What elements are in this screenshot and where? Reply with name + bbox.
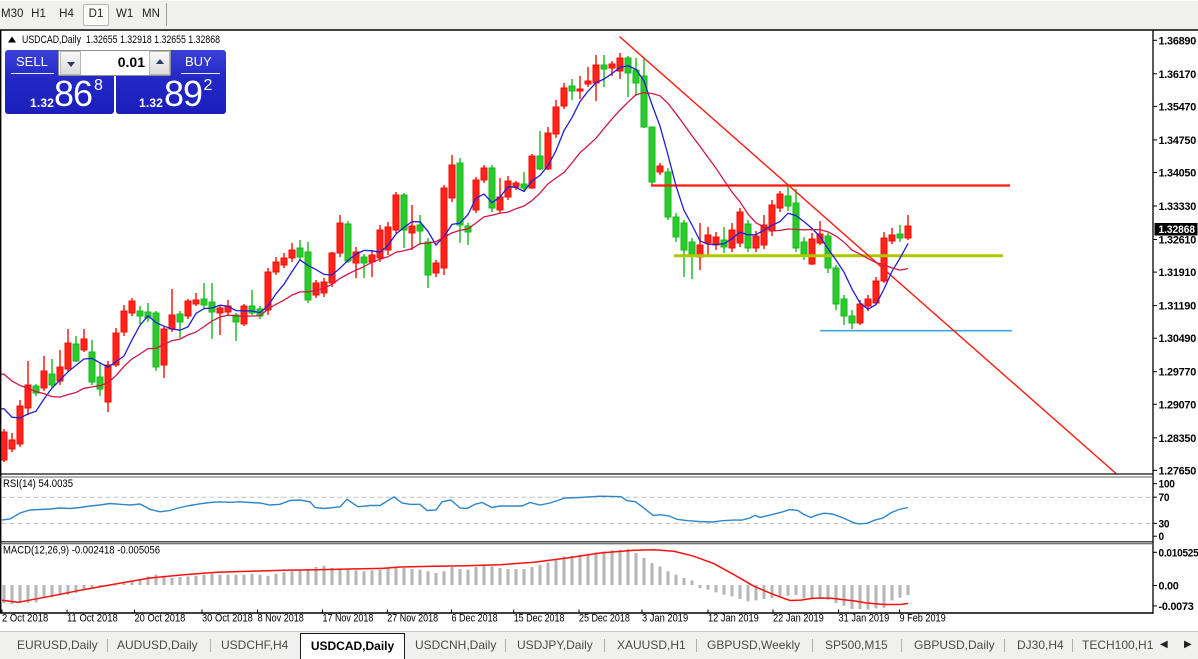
svg-text:11 Oct 2018: 11 Oct 2018 [67, 613, 118, 625]
svg-text:1.32868: 1.32868 [1159, 224, 1196, 236]
svg-text:0: 0 [1159, 531, 1165, 543]
svg-text:30: 30 [1159, 519, 1170, 531]
svg-text:USDCAD,Daily 1.32655 1.32918: USDCAD,Daily 1.32655 1.32918 1.32655 1.3… [22, 34, 220, 46]
svg-text:1.30490: 1.30490 [1159, 333, 1197, 345]
svg-text:8 Nov 2018: 8 Nov 2018 [258, 613, 304, 625]
svg-text:0.00: 0.00 [1159, 581, 1179, 593]
svg-text:MACD(12,26,9) -0.002418 -0.005: MACD(12,26,9) -0.002418 -0.005056 [3, 545, 160, 557]
svg-text:1.29770: 1.29770 [1159, 367, 1197, 379]
svg-text:1.33330: 1.33330 [1159, 201, 1197, 213]
svg-text:1.29070: 1.29070 [1159, 399, 1197, 411]
svg-text:1.35470: 1.35470 [1159, 101, 1197, 113]
svg-text:1.31190: 1.31190 [1159, 301, 1197, 313]
svg-text:1.31910: 1.31910 [1159, 267, 1197, 279]
svg-text:25 Dec 2018: 25 Dec 2018 [579, 613, 630, 625]
svg-text:1.27650: 1.27650 [1159, 465, 1197, 477]
svg-text:1.32610: 1.32610 [1159, 235, 1197, 247]
svg-text:2 Oct 2018: 2 Oct 2018 [2, 613, 48, 625]
svg-text:6 Dec 2018: 6 Dec 2018 [452, 613, 498, 625]
svg-text:1.36170: 1.36170 [1159, 69, 1197, 81]
svg-text:0.010525: 0.010525 [1159, 547, 1198, 559]
svg-text:9 Feb 2019: 9 Feb 2019 [900, 613, 946, 625]
svg-text:3 Jan 2019: 3 Jan 2019 [642, 613, 688, 625]
svg-text:-0.0073: -0.0073 [1159, 601, 1194, 613]
svg-text:100: 100 [1159, 479, 1175, 491]
svg-text:1.34050: 1.34050 [1159, 168, 1197, 180]
svg-text:RSI(14) 54.0035: RSI(14) 54.0035 [3, 478, 73, 490]
svg-text:12 Jan 2019: 12 Jan 2019 [708, 613, 759, 625]
svg-text:22 Jan 2019: 22 Jan 2019 [773, 613, 824, 625]
svg-text:70: 70 [1159, 492, 1170, 504]
svg-text:1.28350: 1.28350 [1159, 433, 1197, 445]
svg-text:17 Nov 2018: 17 Nov 2018 [323, 613, 374, 625]
svg-text:1.36890: 1.36890 [1159, 35, 1197, 47]
svg-text:27 Nov 2018: 27 Nov 2018 [387, 613, 438, 625]
svg-text:31 Jan 2019: 31 Jan 2019 [839, 613, 890, 625]
svg-text:1.34750: 1.34750 [1159, 135, 1197, 147]
svg-text:15 Dec 2018: 15 Dec 2018 [514, 613, 565, 625]
svg-text:20 Oct 2018: 20 Oct 2018 [135, 613, 186, 625]
svg-text:30 Oct 2018: 30 Oct 2018 [202, 613, 253, 625]
